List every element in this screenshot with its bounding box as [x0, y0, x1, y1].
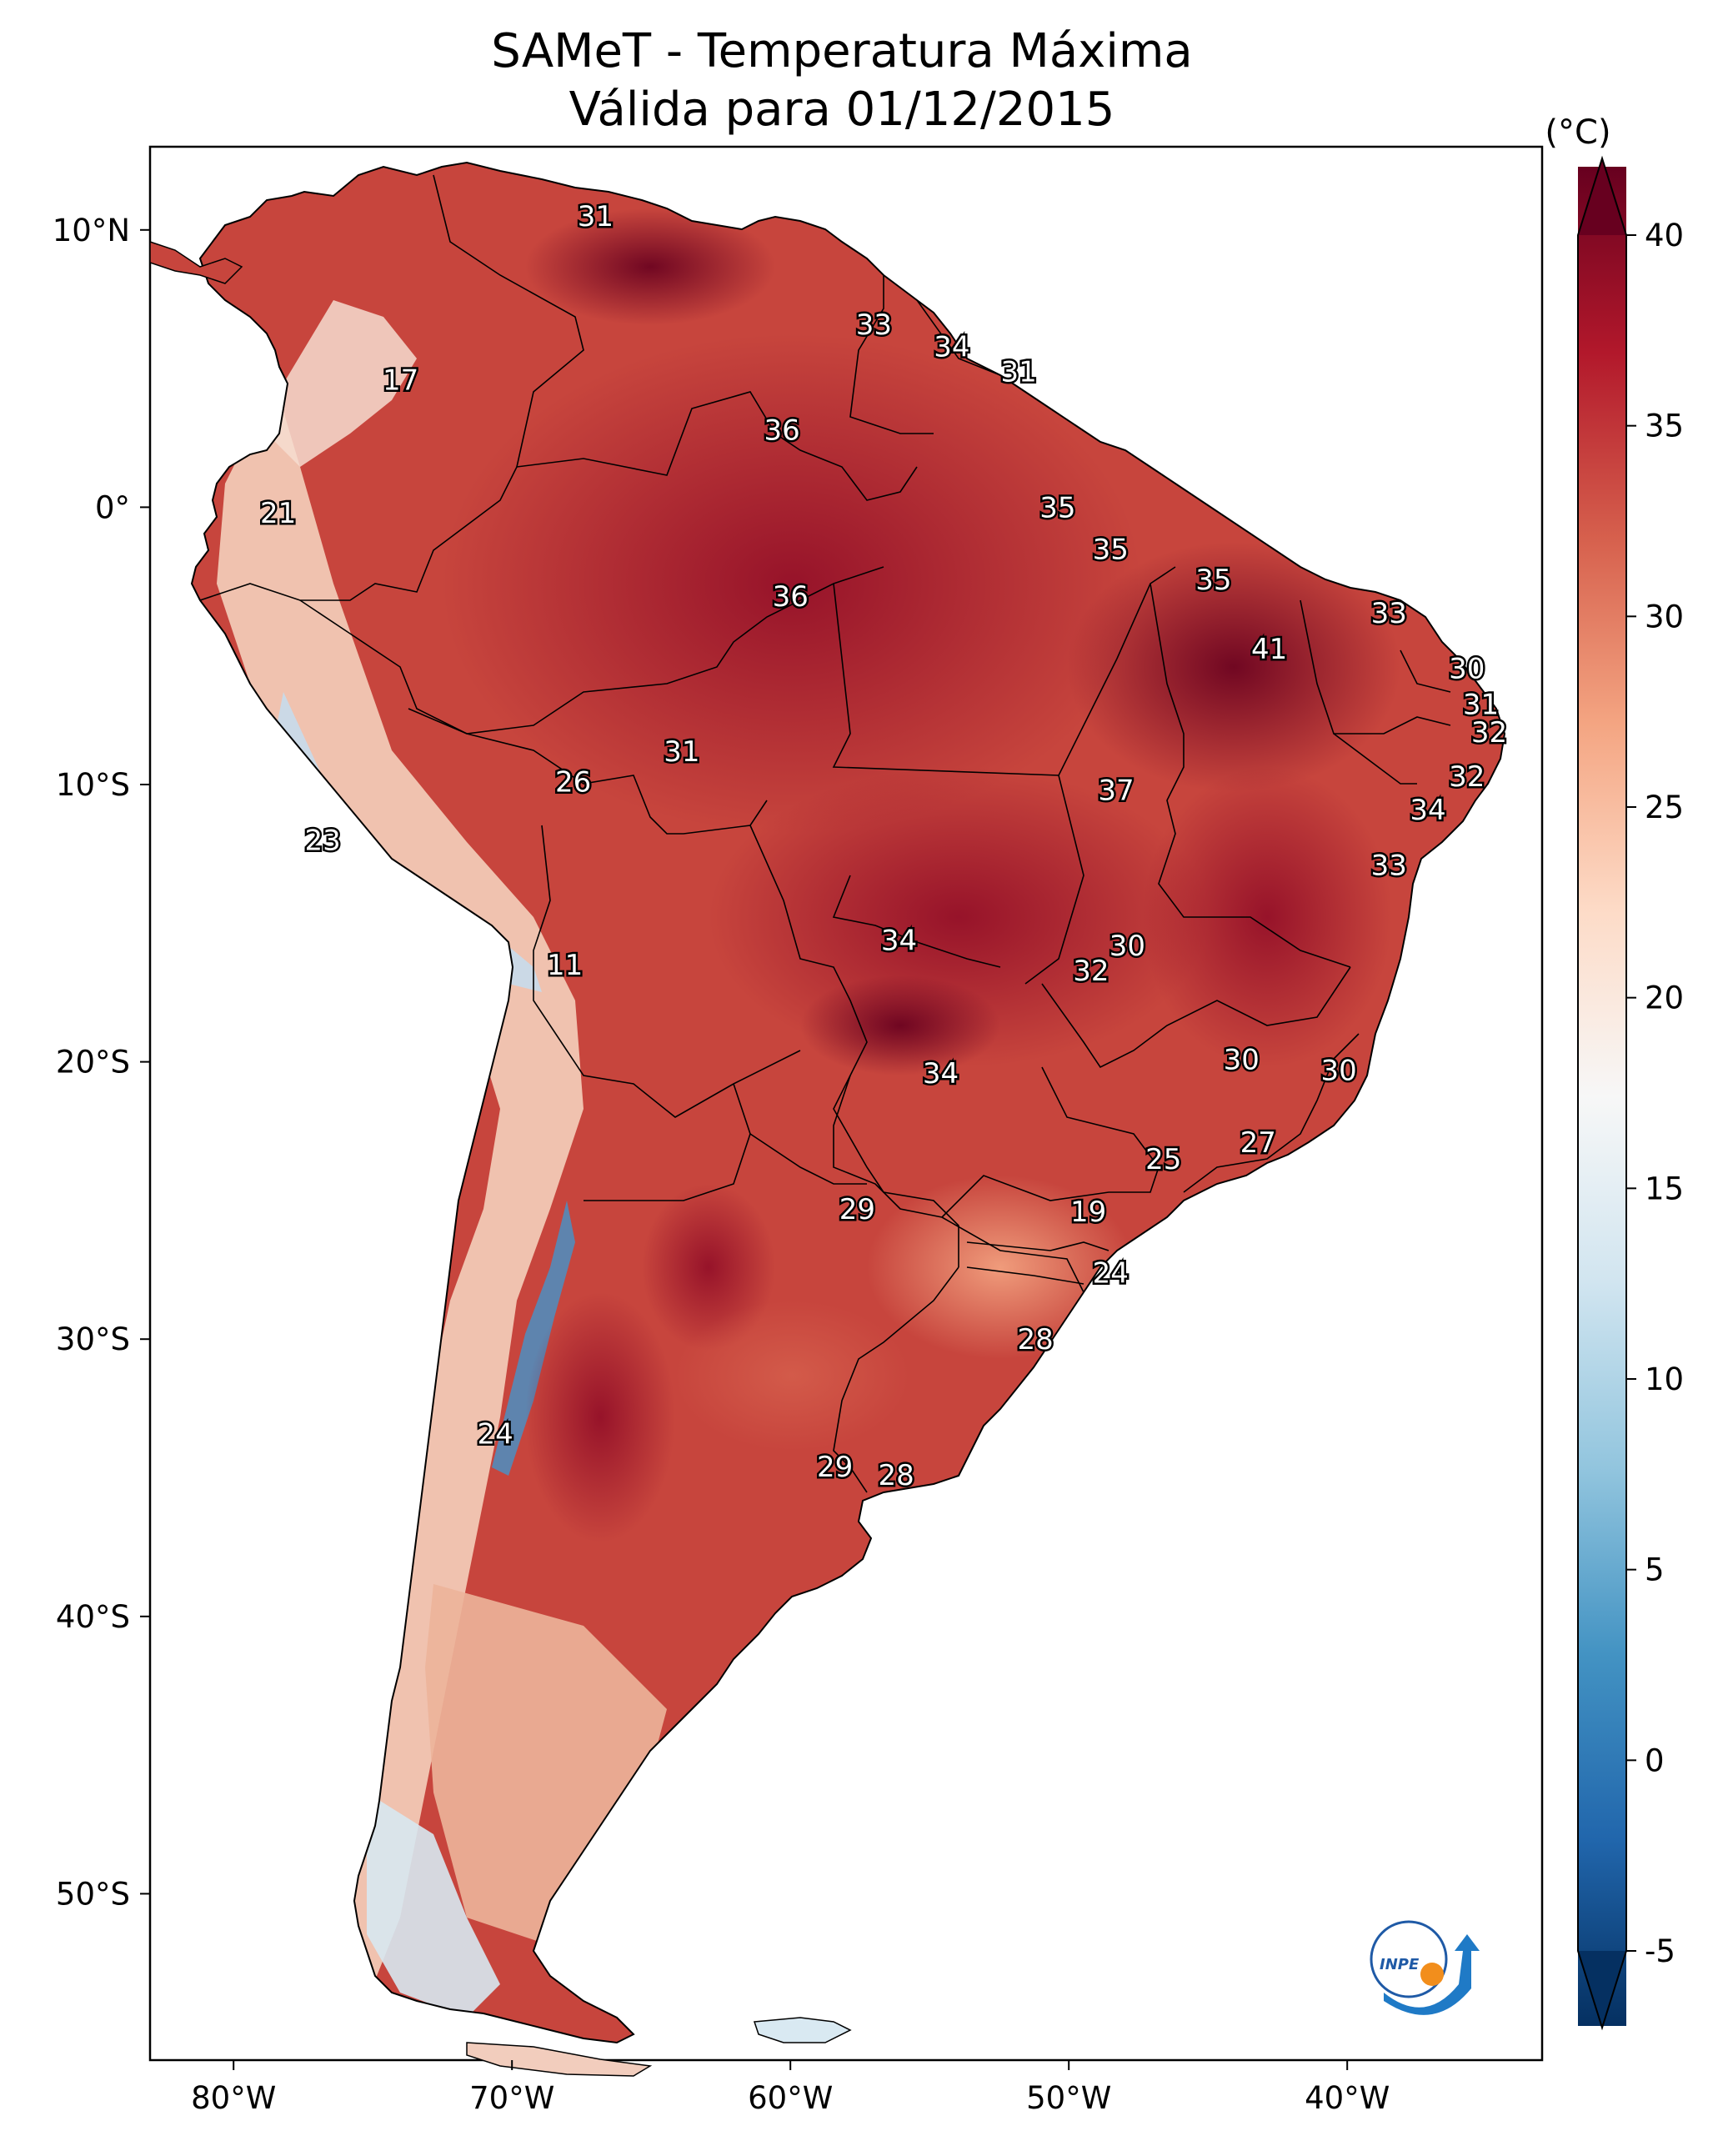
colorbar-tick-label: -5 [1645, 1933, 1675, 1969]
hot-northeast [1067, 542, 1400, 792]
x-tick-label: 70°W [469, 2080, 554, 2116]
colorbar-tick-label: 10 [1645, 1361, 1684, 1397]
x-tick-label: 80°W [191, 2080, 276, 2116]
city-value-label: 33 [856, 308, 892, 342]
andes-cool-band [217, 384, 584, 2001]
colorbar-tick-label: 20 [1645, 980, 1684, 1016]
hot-bahia [1142, 767, 1392, 1067]
colorbar-tick-label: 35 [1645, 409, 1684, 444]
x-tick-label: 60°W [748, 2080, 833, 2116]
patagonia-cool [367, 1792, 500, 2018]
logo-text: INPE [1380, 1956, 1420, 1973]
colorbar: (°C) 40 35 30 25 20 15 10 5 0 -5 [1545, 113, 1684, 2031]
city-value-label: 24 [1093, 1256, 1129, 1290]
hot-amazon [442, 333, 1142, 834]
map-title-line2: Válida para 01/12/2015 [569, 83, 1115, 137]
hot-pantanal [800, 975, 1000, 1075]
city-value-label: 28 [1017, 1323, 1053, 1356]
mild-south-brazil [867, 1176, 1134, 1359]
city-value-label: 28 [878, 1459, 914, 1492]
colorbar-top-extend [1578, 158, 1626, 235]
country-borders [199, 174, 1451, 1493]
y-tick-label: 40°S [56, 1599, 130, 1635]
y-axis-ticks: 10°N 0° 10°S 20°S 30°S 40°S 50°S [53, 213, 150, 1912]
city-value-label: 17 [383, 364, 418, 397]
city-value-label: 30 [1109, 930, 1145, 963]
colorbar-tick-label: 5 [1645, 1552, 1665, 1588]
city-value-label: 29 [817, 1451, 853, 1484]
city-value-label: 19 [1070, 1196, 1106, 1229]
colorbar-tick-label: 25 [1645, 790, 1684, 825]
y-tick-label: 10°S [56, 767, 130, 803]
colorbar-bottom-extend [1578, 1951, 1626, 2028]
city-value-label: 24 [478, 1417, 513, 1451]
y-tick-label: 10°N [53, 213, 130, 248]
x-tick-label: 50°W [1026, 2080, 1111, 2116]
y-tick-label: 0° [95, 489, 130, 525]
andes-cold-core [275, 692, 542, 992]
city-value-label: 31 [578, 200, 614, 233]
falkland-islands [753, 2017, 852, 2043]
city-value-label: 34 [1410, 794, 1445, 827]
city-value-label: 31 [1463, 689, 1499, 722]
hot-cuyo [525, 1292, 675, 1542]
map-title-line1: SAMeT - Temperatura Máxima [491, 24, 1193, 78]
city-value-label: 25 [1145, 1143, 1181, 1176]
inpe-logo: INPE [1370, 1920, 1480, 2015]
city-value-label: 11 [547, 949, 583, 982]
city-value-label: 33 [1371, 597, 1407, 630]
mild-pampas [675, 1301, 909, 1451]
colorbar-tick-label: 40 [1645, 218, 1684, 253]
colorbar-tick-label: 15 [1645, 1171, 1684, 1206]
city-value-label: 32 [1073, 955, 1109, 988]
y-tick-label: 50°S [56, 1876, 130, 1912]
city-value-label: 41 [1251, 633, 1287, 666]
y-tick-label: 20°S [56, 1045, 130, 1081]
city-value-label: 37 [1098, 775, 1134, 808]
city-value-label: 36 [764, 414, 800, 447]
city-value-label: 35 [1039, 491, 1075, 524]
city-value-label: 30 [1321, 1055, 1357, 1088]
city-value-label: 32 [1449, 760, 1485, 794]
colorbar-unit: (°C) [1545, 113, 1610, 152]
city-value-label: 34 [923, 1057, 959, 1091]
logo-arrow [1384, 1934, 1480, 2015]
x-tick-label: 40°W [1305, 2080, 1390, 2116]
city-value-label: 34 [881, 924, 917, 957]
panama-isthmus [149, 240, 243, 284]
city-value-label: 31 [1000, 355, 1036, 389]
city-value-label: 34 [934, 330, 969, 364]
city-value-label: 33 [1371, 849, 1407, 882]
city-value-label: 27 [1240, 1126, 1276, 1160]
y-tick-label: 30°S [56, 1321, 130, 1357]
city-value-label: 35 [1195, 564, 1231, 597]
colorbar-body [1578, 167, 1626, 2026]
city-value-label: 30 [1449, 652, 1485, 685]
city-value-label: 36 [773, 580, 809, 614]
logo-dot [1420, 1963, 1444, 1986]
x-axis-ticks: 80°W 70°W 60°W 50°W 40°W [191, 2060, 1390, 2116]
city-value-label: 35 [1093, 533, 1129, 566]
colombia-cool [267, 300, 417, 467]
hot-venezuela [525, 208, 775, 325]
city-value-label: 29 [839, 1193, 875, 1226]
city-value-label: 32 [1471, 716, 1507, 750]
city-value-label: 21 [260, 497, 296, 530]
city-value-label: 30 [1224, 1043, 1260, 1076]
city-value-label: 23 [304, 825, 340, 858]
colorbar-tick-label: 0 [1645, 1742, 1665, 1778]
city-value-label: 31 [664, 735, 699, 769]
colorbar-tick-label: 30 [1645, 599, 1684, 634]
city-value-label: 26 [555, 766, 591, 800]
andes-cold-south [492, 1201, 575, 1476]
tierra-del-fuego [466, 2042, 653, 2077]
colorbar-ticks: 40 35 30 25 20 15 10 5 0 -5 [1626, 218, 1684, 1969]
